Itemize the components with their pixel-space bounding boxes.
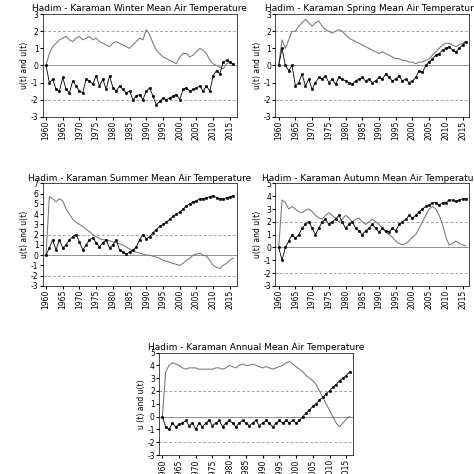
Title: Hadim - Karaman Winter Mean Air Temperature: Hadim - Karaman Winter Mean Air Temperat…	[32, 4, 247, 13]
Y-axis label: u(t) and u(t): u(t) and u(t)	[253, 211, 262, 258]
Title: Hadim - Karaman Autumn Mean Air Temperature: Hadim - Karaman Autumn Mean Air Temperat…	[262, 173, 474, 182]
Title: Hadim - Karaman Annual Mean Air Temperature: Hadim - Karaman Annual Mean Air Temperat…	[148, 343, 364, 352]
Y-axis label: u(t) and u(t): u(t) and u(t)	[253, 42, 262, 89]
Title: Hadim - Karaman Spring Mean Air Temperature: Hadim - Karaman Spring Mean Air Temperat…	[265, 4, 474, 13]
Y-axis label: u(t) and u(t): u(t) and u(t)	[20, 211, 29, 258]
Y-axis label: u (t) and u(t): u (t) and u(t)	[137, 379, 146, 428]
Y-axis label: u(t) and u(t): u(t) and u(t)	[20, 42, 29, 89]
Title: Hadim - Karaman Summer Mean Air Temperature: Hadim - Karaman Summer Mean Air Temperat…	[28, 173, 251, 182]
